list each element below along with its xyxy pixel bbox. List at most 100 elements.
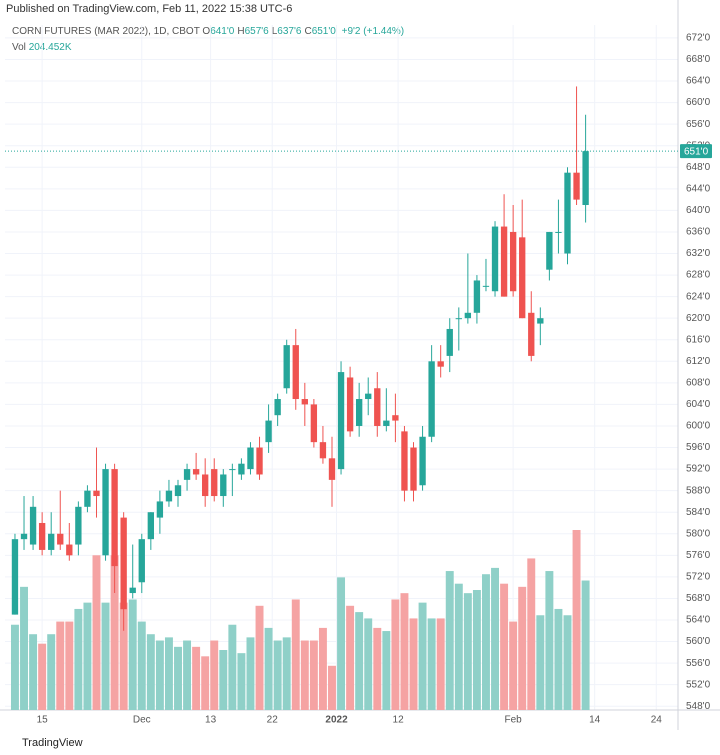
candle-body	[328, 458, 336, 480]
candle-body	[274, 399, 281, 416]
volume-bar	[255, 605, 264, 710]
candle-body	[473, 280, 481, 313]
candle-body	[29, 506, 37, 545]
x-tick-label: 24	[651, 715, 663, 726]
volume-bar	[10, 624, 19, 710]
y-tick-label: 596'0	[686, 442, 711, 453]
volume-bar	[418, 602, 427, 710]
candle-body	[11, 539, 19, 615]
volume-bar	[29, 634, 38, 710]
volume-bar	[572, 530, 581, 710]
volume-bar	[373, 627, 382, 710]
ohlc-value: 637'6	[277, 26, 302, 37]
volume-bar	[264, 627, 273, 710]
candle-body	[93, 490, 100, 497]
volume-bar	[291, 599, 300, 710]
candle-body	[419, 436, 426, 486]
volume-bar	[228, 624, 237, 710]
candle-body	[374, 388, 381, 426]
volume-bar	[192, 646, 201, 710]
volume-bar	[409, 618, 418, 710]
volume-bar	[427, 618, 436, 710]
ohlc-key: O	[202, 26, 211, 37]
volume-bar	[545, 571, 554, 710]
ohlc-key: C	[304, 26, 312, 37]
volume-bar	[110, 555, 119, 710]
candle-body	[564, 172, 571, 254]
volume-bar	[137, 621, 146, 710]
volume-bar	[472, 590, 481, 710]
volume-bar	[20, 586, 28, 710]
volume-bar	[246, 637, 255, 710]
volume-bar	[527, 558, 536, 710]
candle-body	[401, 431, 408, 491]
volume-bar	[38, 643, 47, 710]
volume-value: 204.452K	[28, 42, 72, 53]
volume-bar	[101, 602, 110, 710]
y-tick-label: 556'0	[686, 658, 711, 669]
volume-bar	[183, 640, 192, 710]
volume-bar	[581, 580, 590, 710]
candle-body	[66, 544, 73, 556]
candle-body	[310, 404, 318, 443]
candle-body	[464, 312, 472, 319]
candle-body	[247, 447, 254, 470]
volume-bar	[237, 653, 246, 710]
candle-body	[346, 377, 354, 432]
candle-body	[238, 463, 245, 475]
y-tick-label: 604'0	[686, 399, 711, 410]
candle-body	[220, 474, 227, 497]
candle-body	[138, 539, 145, 583]
y-tick-label: 632'0	[686, 248, 711, 259]
y-tick-label: 592'0	[686, 464, 711, 475]
ohlc-key: L	[271, 26, 278, 37]
x-tick-label: Feb	[505, 715, 523, 726]
candle-body	[156, 501, 164, 518]
candle-body	[129, 587, 136, 594]
candle-body	[265, 420, 272, 443]
candle-body	[446, 328, 453, 356]
y-tick-label: 624'0	[686, 291, 711, 302]
y-tick-label: 580'0	[686, 528, 711, 539]
volume-bar	[300, 640, 309, 710]
y-tick-label: 552'0	[686, 679, 711, 690]
volume-bar	[128, 599, 137, 710]
candle-body	[491, 226, 499, 292]
volume-bar	[83, 602, 92, 710]
volume-bar	[436, 618, 445, 710]
last-price-tag	[680, 144, 712, 159]
legend: CORN FUTURES (MAR 2022), 1D, CBOT O641'0…	[12, 24, 404, 56]
candle-body	[428, 361, 435, 437]
candle-body	[500, 226, 508, 297]
y-tick-label: 640'0	[686, 205, 711, 216]
y-tick-label: 672'0	[686, 33, 711, 44]
volume-bar	[482, 574, 490, 710]
y-tick-label: 572'0	[686, 572, 711, 583]
candle-body	[337, 372, 345, 470]
volume-bar	[210, 640, 219, 710]
ohlc-key: H	[237, 26, 245, 37]
volume-bar	[146, 634, 155, 710]
y-tick-label: 664'0	[686, 76, 711, 87]
candle-body	[519, 237, 526, 319]
candle-body	[147, 512, 155, 540]
volume-bar	[536, 615, 545, 710]
volume-bar	[174, 646, 182, 710]
x-tick-label: 13	[205, 715, 217, 726]
candle-body	[211, 469, 218, 497]
symbol: CORN FUTURES (MAR 2022), 1D, CBOT	[12, 26, 200, 37]
x-tick-label: 12	[393, 715, 405, 726]
y-tick-label: 560'0	[686, 636, 711, 647]
volume-bar	[65, 621, 74, 710]
volume-bar	[400, 593, 409, 710]
candle-body	[582, 151, 589, 206]
y-tick-label: 548'0	[686, 701, 711, 712]
candle-body	[482, 285, 490, 287]
candle-body	[102, 469, 109, 556]
candle-body	[256, 447, 263, 475]
volume-bar	[454, 583, 463, 710]
candle-body	[546, 231, 553, 270]
candle-body	[392, 415, 399, 421]
candle-body	[528, 312, 535, 356]
